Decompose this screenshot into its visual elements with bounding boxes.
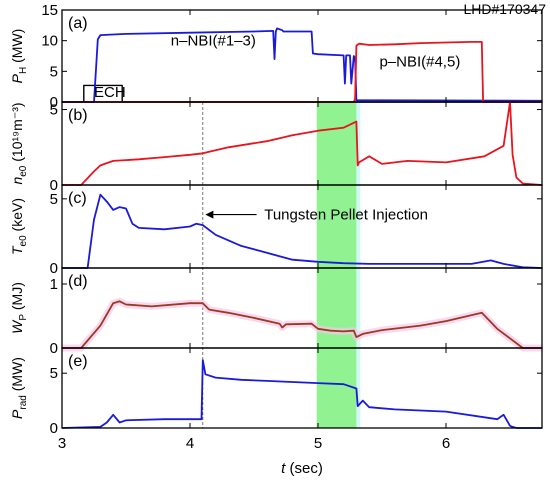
y-axis-subscript: e0 bbox=[18, 165, 29, 177]
panel-2: 0 5 (b) ne0 (10¹⁹m⁻³) bbox=[9, 101, 543, 194]
y-axis-symbol: W bbox=[9, 319, 25, 334]
y-tick-label: 0 bbox=[50, 177, 58, 194]
x-axis-label: t (sec) bbox=[281, 460, 323, 477]
annotation: p–NBI(#4,5) bbox=[379, 53, 460, 70]
y-axis-unit: (MJ) bbox=[9, 282, 25, 314]
y-axis-label: Te0 (keV) bbox=[9, 198, 29, 255]
y-tick-label: 1 bbox=[50, 276, 58, 293]
x-tick-label: 4 bbox=[186, 435, 194, 452]
panel-frame bbox=[61, 9, 543, 103]
y-axis-symbol: T bbox=[9, 245, 25, 255]
x-tick-label: 5 bbox=[314, 435, 322, 452]
y-axis-subscript: P bbox=[18, 314, 29, 321]
y-tick-label: 5 bbox=[50, 63, 58, 80]
series-line-brown-0 bbox=[62, 300, 542, 349]
y-axis-unit: (keV) bbox=[9, 198, 25, 235]
y-tick-label: 0 bbox=[50, 260, 58, 277]
y-axis-label: PH (MW) bbox=[9, 29, 29, 84]
x-axis-unit: (sec) bbox=[285, 460, 323, 477]
panel-frame bbox=[61, 101, 543, 186]
y-axis-label: Prad (MW) bbox=[9, 357, 29, 419]
annotation: n–NBI(#1–3) bbox=[171, 33, 256, 50]
y-axis-subscript: H bbox=[18, 67, 29, 74]
y-tick-label: 15 bbox=[41, 2, 58, 19]
panel-5: 0 5 (e) Prad (MW) bbox=[9, 347, 543, 437]
annotation: Tungsten Pellet Injection bbox=[264, 207, 428, 224]
series-line-blue-1 bbox=[62, 27, 543, 103]
y-tick-label: 10 bbox=[41, 33, 58, 50]
panel-frame bbox=[61, 347, 543, 429]
y-tick-label: 5 bbox=[50, 102, 58, 119]
y-axis-symbol: n bbox=[9, 177, 25, 185]
y-axis-unit: (MW) bbox=[9, 29, 25, 67]
y-axis-unit: (MW) bbox=[9, 357, 25, 395]
highlight-band-edge bbox=[356, 102, 361, 428]
annotation-arrow-head bbox=[205, 210, 214, 219]
panel-4: 0 1 (d) WP (MJ) bbox=[9, 267, 543, 357]
y-axis-subscript: rad bbox=[18, 395, 29, 409]
series-line-red-2 bbox=[62, 41, 542, 103]
panel-1: 0 5 10 15 (a) PH (MW) n–NBI(#1–3) p–NBI(#4,5) EC… bbox=[9, 2, 543, 111]
panel-3: 0 5 (c) Te0 (keV) Tungsten Pellet Injection bbox=[9, 184, 543, 277]
shot-label: LHD#170347 bbox=[463, 1, 546, 17]
y-axis-unit: (10¹⁹m⁻³) bbox=[9, 102, 25, 165]
panel-label: (a) bbox=[68, 15, 88, 32]
series-line-black-0 bbox=[62, 84, 542, 103]
series-line-blue-0 bbox=[61, 359, 542, 429]
y-tick-label: 0 bbox=[50, 420, 58, 437]
series-line-blue-0 bbox=[62, 193, 543, 269]
highlight-band bbox=[316, 102, 357, 428]
x-axis-symbol: t bbox=[281, 460, 286, 477]
y-axis-label: WP (MJ) bbox=[9, 282, 29, 334]
y-axis-subscript: e0 bbox=[18, 235, 29, 247]
y-tick-label: 5 bbox=[50, 365, 58, 382]
series-line-red-0 bbox=[62, 101, 543, 186]
y-tick-label: 0 bbox=[50, 340, 58, 357]
panel-label: (e) bbox=[68, 353, 88, 370]
panel-label: (b) bbox=[68, 107, 88, 124]
y-axis-symbol: P bbox=[9, 73, 25, 83]
y-tick-label: 5 bbox=[50, 191, 58, 208]
annotation: ECH bbox=[94, 84, 126, 101]
x-tick-label: 3 bbox=[58, 435, 66, 452]
panel-label: (d) bbox=[68, 273, 88, 290]
panel-frame bbox=[61, 184, 543, 269]
panel-label: (c) bbox=[68, 190, 87, 207]
y-tick-label: 0 bbox=[50, 94, 58, 111]
y-axis-symbol: P bbox=[9, 409, 25, 419]
x-tick-label: 6 bbox=[442, 435, 450, 452]
y-axis-label: ne0 (10¹⁹m⁻³) bbox=[9, 102, 29, 184]
